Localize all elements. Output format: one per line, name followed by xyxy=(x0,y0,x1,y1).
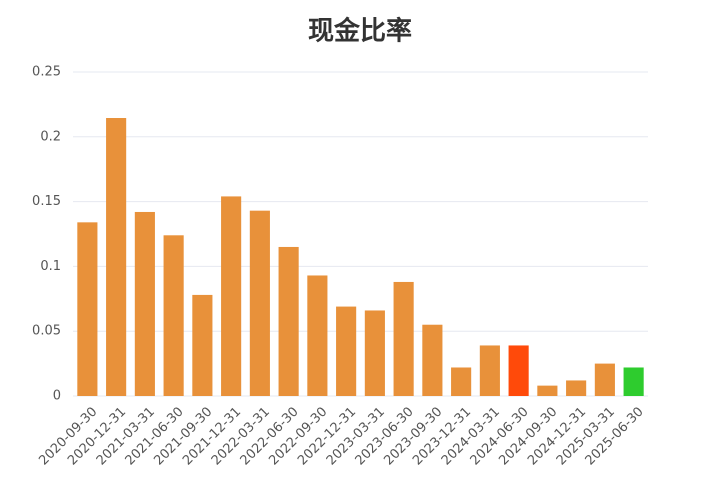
y-tick-label: 0.1 xyxy=(40,259,61,274)
bar xyxy=(221,196,242,396)
bar xyxy=(134,211,155,396)
bar xyxy=(594,363,615,396)
bar xyxy=(566,380,587,396)
bar xyxy=(192,294,213,396)
y-tick-label: 0 xyxy=(53,389,61,404)
bar xyxy=(77,222,98,396)
bar xyxy=(422,324,443,396)
bar xyxy=(163,235,184,396)
bar xyxy=(249,210,270,396)
bar xyxy=(451,367,472,396)
y-tick-label: 0.05 xyxy=(32,324,61,339)
bar xyxy=(393,281,414,396)
bar xyxy=(537,385,558,396)
bar xyxy=(278,246,299,396)
bar xyxy=(106,118,127,397)
bar xyxy=(364,310,385,396)
bar xyxy=(479,345,500,396)
chart-title: 现金比率 xyxy=(308,16,412,47)
bar xyxy=(508,345,529,396)
y-tick-label: 0.15 xyxy=(32,194,61,209)
y-tick-label: 0.2 xyxy=(40,129,61,144)
bar xyxy=(623,367,644,396)
bar xyxy=(307,275,328,396)
y-tick-label: 0.25 xyxy=(32,65,61,80)
bar xyxy=(336,306,357,396)
